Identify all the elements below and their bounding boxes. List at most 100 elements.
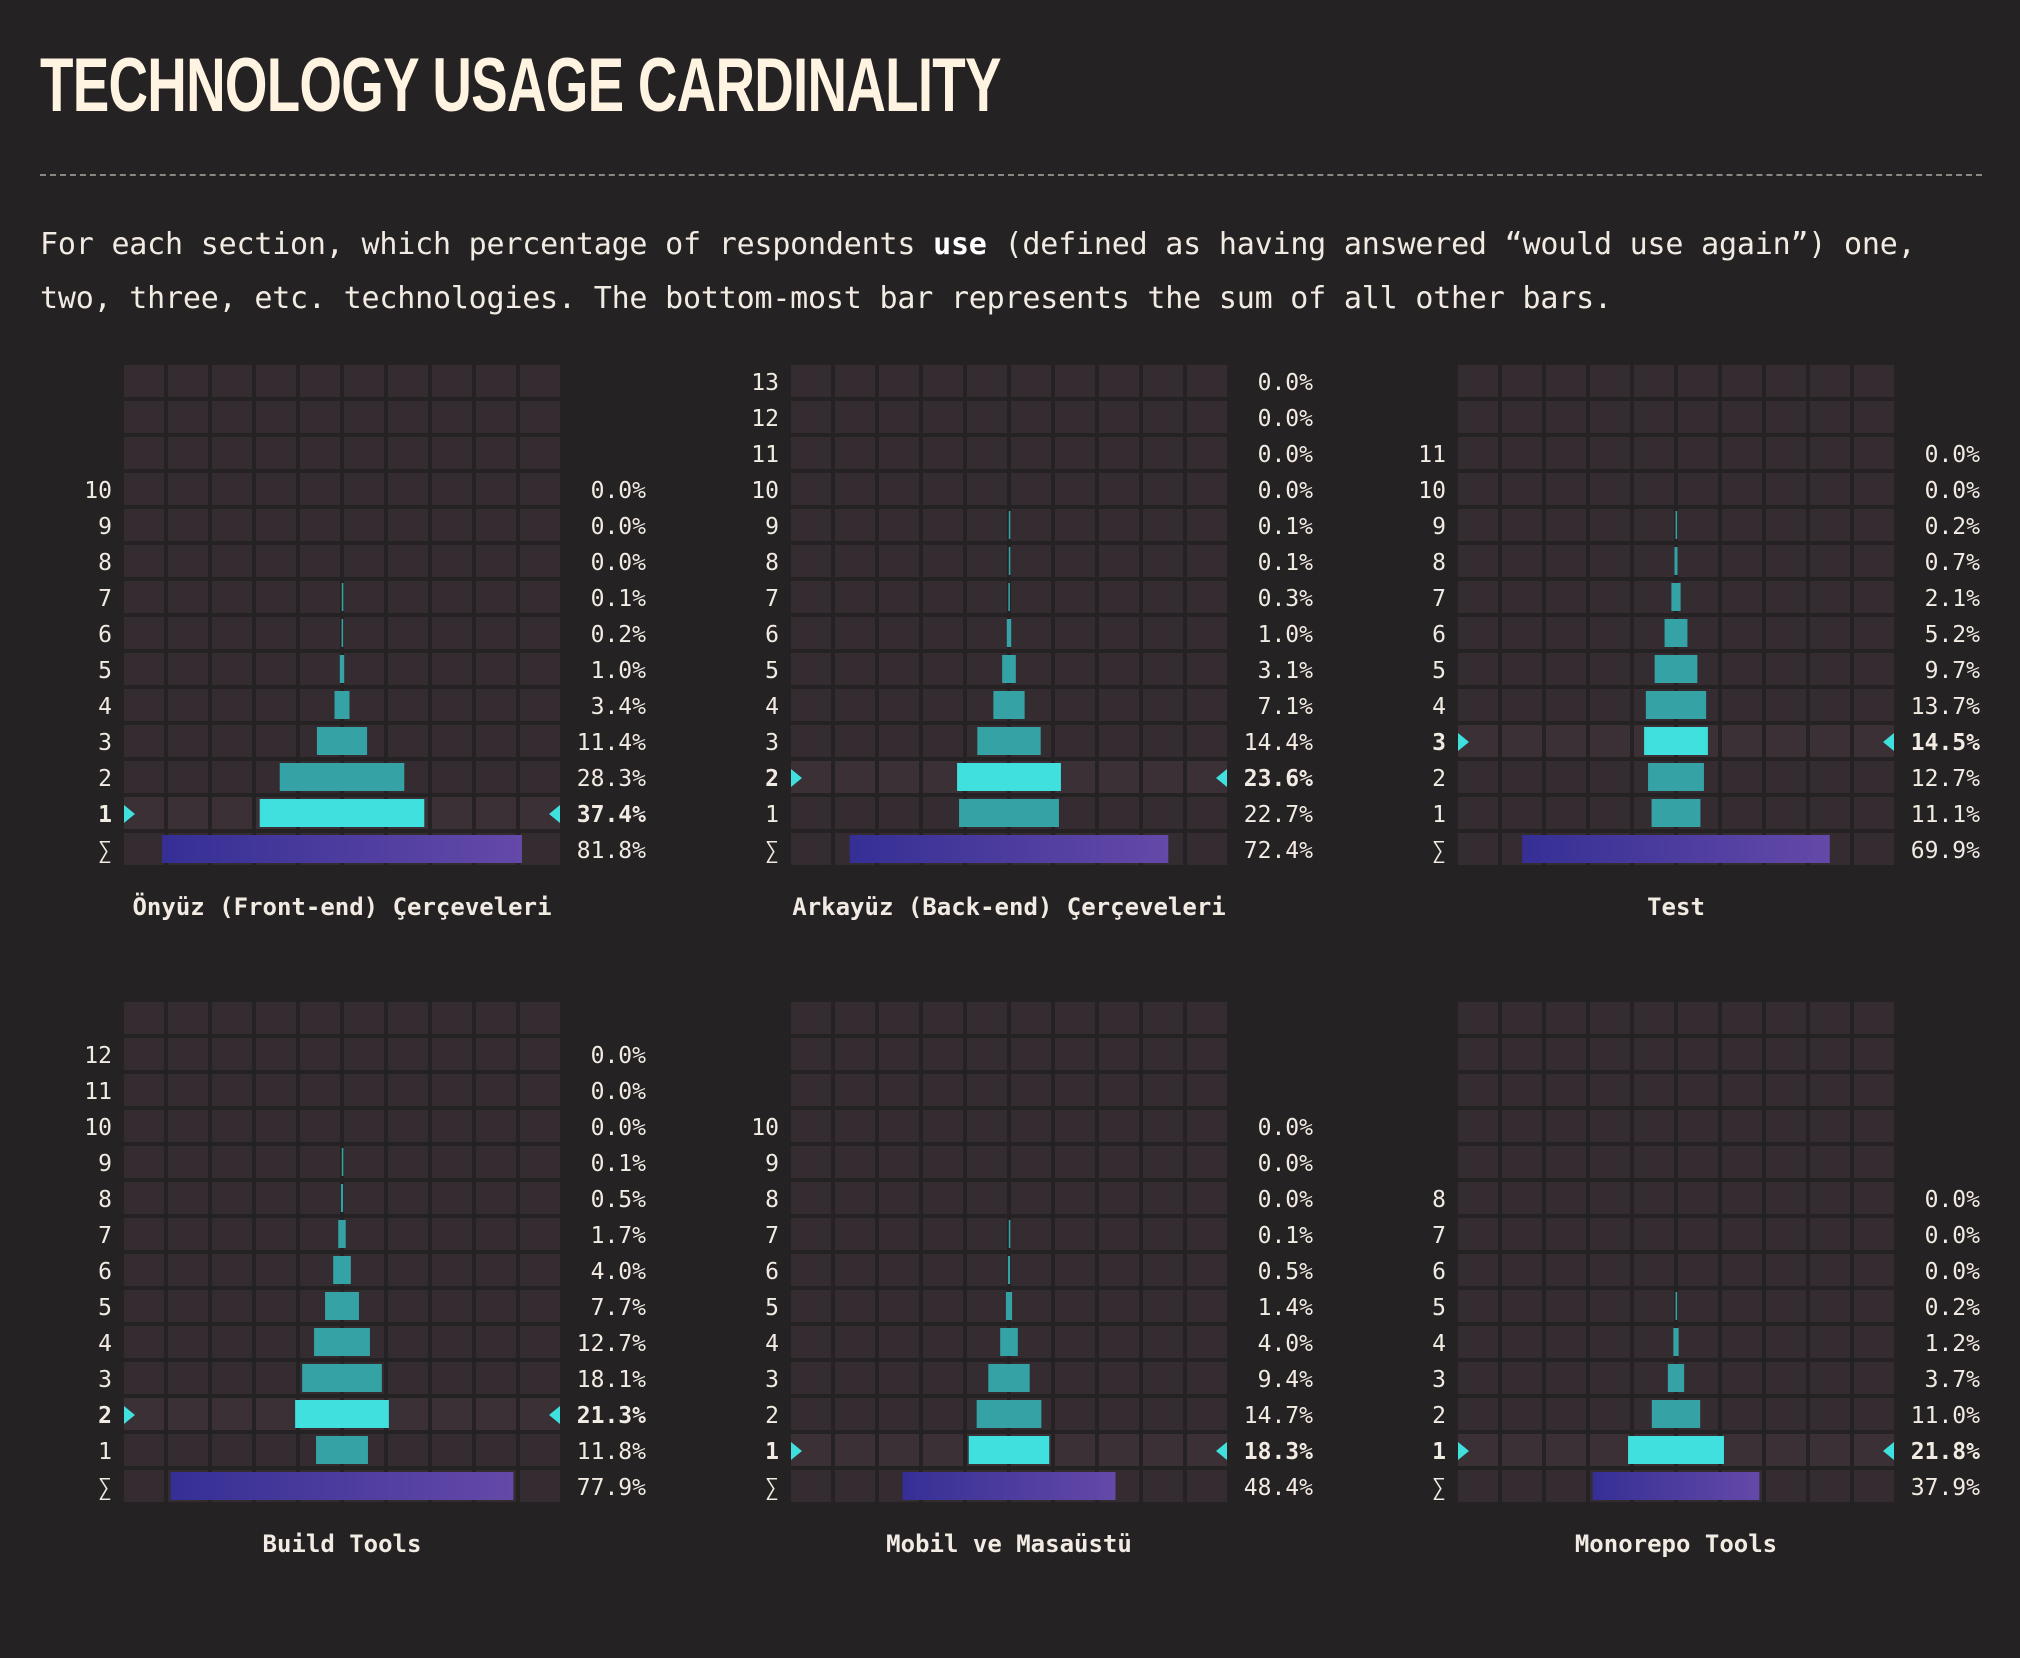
grid-cell — [1458, 1110, 1498, 1142]
grid-cell — [124, 1002, 164, 1034]
grid-cell — [879, 725, 919, 757]
cardinality-bar — [316, 727, 368, 755]
grid-cell — [1143, 1254, 1183, 1286]
grid-cell — [1590, 1218, 1630, 1250]
grid-cell — [388, 437, 428, 469]
grid-cell — [344, 1038, 384, 1070]
grid-cell — [1099, 1038, 1139, 1070]
grid-cell — [520, 725, 560, 757]
grid-cell — [300, 653, 340, 685]
sum-symbol: ∑ — [765, 1475, 779, 1501]
grid-cell — [1143, 1326, 1183, 1358]
row-label: 10 — [84, 1115, 112, 1141]
grid-cell — [476, 1362, 516, 1394]
grid-cell — [923, 1362, 963, 1394]
grid-cell — [835, 1470, 875, 1502]
cardinality-bar — [295, 1400, 389, 1428]
row-label: 6 — [1432, 622, 1446, 648]
cardinality-bar — [316, 1436, 368, 1464]
grid-cell — [1854, 1002, 1894, 1034]
row-label: 6 — [98, 1259, 112, 1285]
grid-cell — [1099, 1146, 1139, 1178]
value-label: 0.0% — [1925, 1187, 1981, 1213]
grid-cell — [879, 365, 919, 397]
grid-cell — [967, 653, 1007, 685]
grid-cell — [1810, 1182, 1850, 1214]
grid-cell — [1187, 797, 1227, 829]
grid-cell — [1634, 1326, 1674, 1358]
grid-cell — [1502, 1218, 1542, 1250]
grid-cell — [1722, 1254, 1762, 1286]
chart-panel: 10 0.0% 9 0.0% 8 0.0% 7 0.1% 6 0.5% 5 1.4% 4 4.0% 3 9.4… — [751, 1002, 1313, 1558]
grid-cell — [476, 1218, 516, 1250]
grid-cell — [476, 1326, 516, 1358]
grid-cell — [1766, 1362, 1806, 1394]
grid-cell — [212, 1146, 252, 1178]
cardinality-bar — [338, 1220, 346, 1248]
grid-cell — [1546, 401, 1586, 433]
grid-cell — [1810, 437, 1850, 469]
grid-cell — [879, 473, 919, 505]
grid-cell — [520, 365, 560, 397]
grid-cell — [1099, 1110, 1139, 1142]
grid-cell — [1810, 617, 1850, 649]
row-label: 10 — [84, 478, 112, 504]
grid-cell — [256, 653, 296, 685]
row-label: 7 — [1432, 1223, 1446, 1249]
grid-cell — [388, 1434, 428, 1466]
grid-cell — [124, 1074, 164, 1106]
chart-panel: 13 0.0%12 0.0%11 0.0%10 0.0%9 0.1%8 0.1%7 0.3%6… — [751, 365, 1313, 921]
grid-cell — [1458, 1254, 1498, 1286]
grid-cell — [967, 1218, 1007, 1250]
grid-cell — [344, 401, 384, 433]
grid-cell — [1055, 1434, 1095, 1466]
grid-cell — [1546, 1254, 1586, 1286]
grid-cell — [791, 1110, 831, 1142]
cardinality-bar — [1654, 655, 1698, 683]
value-label: 37.4% — [577, 802, 646, 828]
grid-cell — [432, 581, 472, 613]
grid-cell — [1590, 1002, 1630, 1034]
grid-cell — [879, 1002, 919, 1034]
value-label: 0.1% — [1258, 514, 1314, 540]
grid-cell — [879, 1146, 919, 1178]
grid-cell — [791, 401, 831, 433]
grid-cell — [1502, 1362, 1542, 1394]
grid-cell — [923, 689, 963, 721]
grid-cell — [1011, 1146, 1051, 1178]
grid-cell — [344, 473, 384, 505]
grid-cell — [1055, 1254, 1095, 1286]
grid-cell — [1590, 725, 1630, 757]
grid-cell — [388, 581, 428, 613]
grid-cell — [1634, 1110, 1674, 1142]
grid-cell — [1099, 1254, 1139, 1286]
grid-cell — [1458, 1326, 1498, 1358]
grid-cell — [879, 1434, 919, 1466]
value-label: 0.1% — [591, 586, 647, 612]
value-label: 0.0% — [1925, 442, 1981, 468]
sum-symbol: ∑ — [98, 838, 112, 864]
grid-cell — [791, 1290, 831, 1322]
cardinality-bar — [1008, 547, 1011, 575]
dashed-divider — [40, 174, 1982, 176]
grid-cell — [1187, 509, 1227, 541]
grid-cell — [520, 1002, 560, 1034]
grid-cell — [476, 401, 516, 433]
row-label: 4 — [765, 694, 779, 720]
grid-cell — [1722, 725, 1762, 757]
grid-cell — [124, 1254, 164, 1286]
grid-cell — [124, 1182, 164, 1214]
grid-cell — [520, 833, 560, 865]
grid-cell — [1722, 365, 1762, 397]
grid-cell — [1810, 1398, 1850, 1430]
grid-cell — [1678, 509, 1718, 541]
grid-cell — [1099, 1398, 1139, 1430]
grid-cell — [791, 1254, 831, 1286]
row-label: 12 — [751, 406, 779, 432]
grid-cell — [1546, 797, 1586, 829]
grid-cell — [835, 401, 875, 433]
row-label: 10 — [751, 478, 779, 504]
grid-cell — [791, 797, 831, 829]
grid-cell — [1143, 509, 1183, 541]
grid-cell — [967, 1002, 1007, 1034]
